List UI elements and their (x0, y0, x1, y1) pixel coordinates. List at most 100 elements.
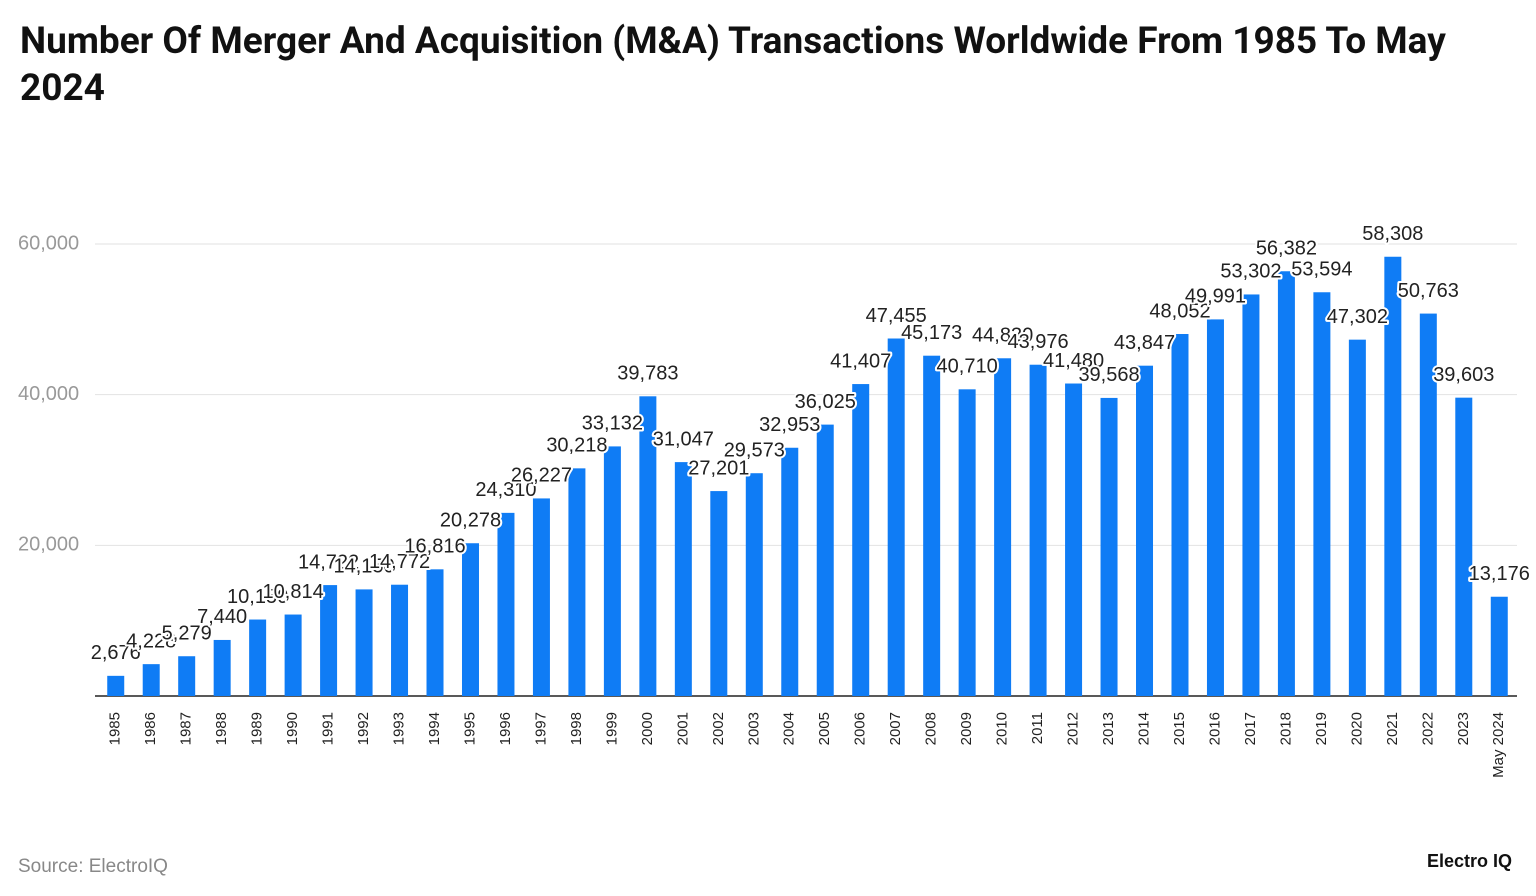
x-tick-label: 2006 (852, 712, 869, 745)
x-tick-label: 2020 (1348, 712, 1365, 745)
value-label: 7,440 (197, 606, 247, 628)
x-tick-label: 1991 (320, 712, 337, 745)
x-tick-label: 2017 (1242, 712, 1259, 745)
value-label: 43,976 (1008, 331, 1069, 353)
y-tick-label: 20,000 (18, 534, 79, 556)
value-label: 4,228 (126, 630, 176, 652)
bar (852, 384, 870, 696)
bar (923, 355, 941, 696)
bar (391, 584, 409, 696)
value-label: 33,132 (582, 413, 643, 435)
value-label: 14,150 (333, 556, 394, 578)
bar (994, 358, 1012, 696)
bar (1136, 365, 1154, 696)
x-tick-label: 1997 (532, 712, 549, 745)
bar (178, 656, 196, 696)
x-tick-label: 1995 (461, 712, 478, 745)
value-label: 53,302 (1220, 261, 1281, 283)
x-tick-label: 2004 (781, 712, 798, 745)
x-tick-label: 1986 (142, 712, 159, 745)
bar (958, 389, 976, 696)
x-tick-label: 2010 (994, 712, 1011, 745)
value-label: 47,302 (1327, 306, 1388, 328)
value-label: 10,814 (263, 581, 324, 603)
x-tick-label: 2013 (1100, 712, 1117, 745)
x-tick-label: 2021 (1384, 712, 1401, 745)
x-tick-label: 1999 (603, 712, 620, 745)
bar (284, 614, 302, 696)
bar (745, 473, 763, 696)
value-label: 39,603 (1433, 364, 1494, 386)
x-tick-label: 1988 (213, 712, 230, 745)
x-tick-label: 2019 (1313, 712, 1330, 745)
x-tick-label: 2008 (923, 712, 940, 745)
value-label: 43,847 (1114, 332, 1175, 354)
bar (816, 424, 834, 696)
value-label: 16,816 (404, 536, 465, 558)
bar (639, 396, 657, 696)
bar (320, 585, 338, 696)
x-tick-label: May 2024 (1490, 712, 1507, 778)
value-label: 14,772 (369, 551, 430, 573)
value-label: 40,710 (937, 356, 998, 378)
bar (497, 512, 515, 696)
x-tick-label: 1993 (391, 712, 408, 745)
x-tick-label: 2018 (1277, 712, 1294, 745)
value-label: 14,722 (298, 551, 359, 573)
value-label: 49,991 (1185, 286, 1246, 308)
value-label: 39,783 (617, 363, 678, 385)
bar (674, 462, 692, 696)
value-label: 44,830 (972, 325, 1033, 347)
bar (887, 338, 905, 696)
bar (461, 543, 479, 696)
x-tick-label: 2012 (1065, 712, 1082, 745)
bar (213, 639, 231, 696)
x-tick-label: 2002 (710, 712, 727, 745)
chart-title: Number Of Merger And Acquisition (M&A) T… (20, 20, 1446, 110)
x-tick-label: 2005 (816, 712, 833, 745)
bar (603, 446, 621, 696)
bar (1277, 271, 1295, 696)
x-tick-label: 1985 (107, 712, 124, 745)
x-tick-label: 2014 (1135, 712, 1152, 745)
value-label: 41,480 (1043, 350, 1104, 372)
x-tick-label: 1994 (426, 712, 443, 745)
value-label: 50,763 (1398, 280, 1459, 302)
x-tick-label: 2022 (1419, 712, 1436, 745)
x-tick-label: 1996 (497, 712, 514, 745)
y-tick-label: 60,000 (18, 232, 79, 254)
bar (1384, 256, 1402, 696)
bar (1313, 292, 1331, 696)
bar (1206, 319, 1224, 696)
value-label: 31,047 (653, 428, 714, 450)
value-label: 36,025 (795, 391, 856, 413)
x-tick-label: 2016 (1206, 712, 1223, 745)
value-label: 2,676 (91, 642, 141, 664)
x-tick-label: 1989 (249, 712, 266, 745)
x-tick-label: 2009 (958, 712, 975, 745)
x-tick-label: 2011 (1029, 712, 1046, 744)
bar (1419, 313, 1437, 696)
value-label: 27,201 (688, 457, 749, 479)
y-tick-label: 40,000 (18, 383, 79, 405)
bar (107, 675, 125, 696)
x-tick-label: 2003 (745, 712, 762, 745)
bar (710, 491, 728, 696)
bar (1455, 397, 1473, 696)
bar (1242, 294, 1260, 696)
bar (249, 619, 267, 696)
x-tick-label: 1987 (178, 712, 195, 745)
value-label: 32,953 (759, 414, 820, 436)
value-label: 56,382 (1256, 238, 1317, 260)
bar (1490, 596, 1508, 696)
value-label: 45,173 (901, 322, 962, 344)
bar (355, 589, 373, 696)
bar (1348, 339, 1366, 696)
value-label: 30,218 (546, 435, 607, 457)
x-tick-label: 2007 (887, 712, 904, 745)
bar (426, 569, 444, 696)
x-tick-label: 2015 (1171, 712, 1188, 745)
value-label: 20,278 (440, 510, 501, 532)
value-label: 53,594 (1291, 259, 1352, 281)
